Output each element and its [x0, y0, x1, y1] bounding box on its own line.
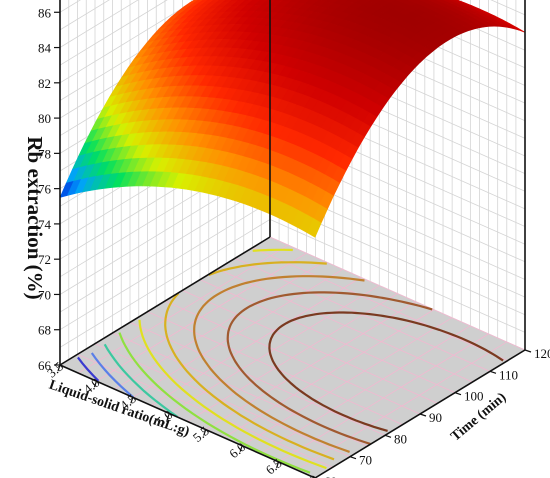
contour-line — [103, 343, 178, 418]
y-tick-mark — [419, 413, 427, 417]
z-tick-label: 80 — [38, 111, 51, 126]
z-tick-label: 78 — [38, 146, 51, 161]
floor-grid-line — [217, 268, 473, 383]
z-tick-label: 68 — [38, 323, 51, 338]
contour-line — [138, 319, 327, 470]
y-tick-label: 80 — [394, 431, 407, 446]
x-tick-mark — [276, 461, 280, 469]
floor-grid-line — [182, 289, 438, 404]
z-tick-label: 82 — [38, 76, 51, 91]
surface-facet — [307, 218, 322, 238]
floor-grid-line — [77, 353, 333, 468]
y-tick-label: 90 — [429, 410, 442, 425]
contour-projection — [77, 248, 504, 474]
floor-grid-line — [129, 321, 386, 436]
contour-line — [208, 261, 327, 276]
z-tick-label: 72 — [38, 252, 51, 267]
y-tick-label: 60 — [324, 474, 337, 478]
y-tick-mark — [524, 349, 532, 353]
contour-line — [268, 311, 504, 432]
z-tick-label: 84 — [38, 41, 52, 56]
z-tick-label: 66 — [38, 358, 52, 373]
y-tick-mark — [489, 370, 497, 374]
z-tick-label: 76 — [38, 182, 52, 197]
contour-line — [77, 356, 100, 382]
x-tick-mark — [130, 397, 134, 404]
contour-line — [118, 332, 311, 474]
box-edge-front-left — [59, 364, 316, 478]
floor-grid-line — [147, 311, 403, 426]
x-tick-mark — [93, 380, 97, 388]
floor-grid-line — [164, 300, 421, 415]
y-tick-mark — [349, 456, 357, 460]
contour-line — [90, 352, 135, 399]
z-tick-label: 70 — [38, 287, 51, 302]
floor-grid-line — [252, 247, 508, 362]
floor-grid-line — [199, 279, 456, 394]
x-tick-mark — [203, 429, 207, 436]
box-edge-floor-back-left — [59, 236, 271, 366]
x-tick-label: 7.0 — [299, 472, 321, 478]
contour-line — [252, 248, 293, 252]
x-tick-mark — [239, 445, 243, 452]
x-tick-mark — [57, 364, 61, 372]
contour-line — [193, 275, 365, 453]
y-tick-mark — [384, 434, 392, 438]
z-tick-label: 74 — [38, 217, 52, 232]
floor-grid-line — [269, 236, 526, 351]
y-tick-label: 120 — [534, 346, 550, 361]
z-axis-title: Rb extraction (%) — [23, 136, 47, 299]
contour-line — [164, 292, 335, 461]
y-tick-mark — [454, 392, 462, 396]
y-tick-label: 110 — [499, 367, 518, 382]
z-tick-label: 86 — [38, 5, 52, 20]
y-tick-label: 100 — [464, 389, 484, 404]
y-tick-label: 70 — [359, 453, 372, 468]
x-tick-mark — [166, 413, 170, 420]
contour-line — [226, 291, 433, 445]
